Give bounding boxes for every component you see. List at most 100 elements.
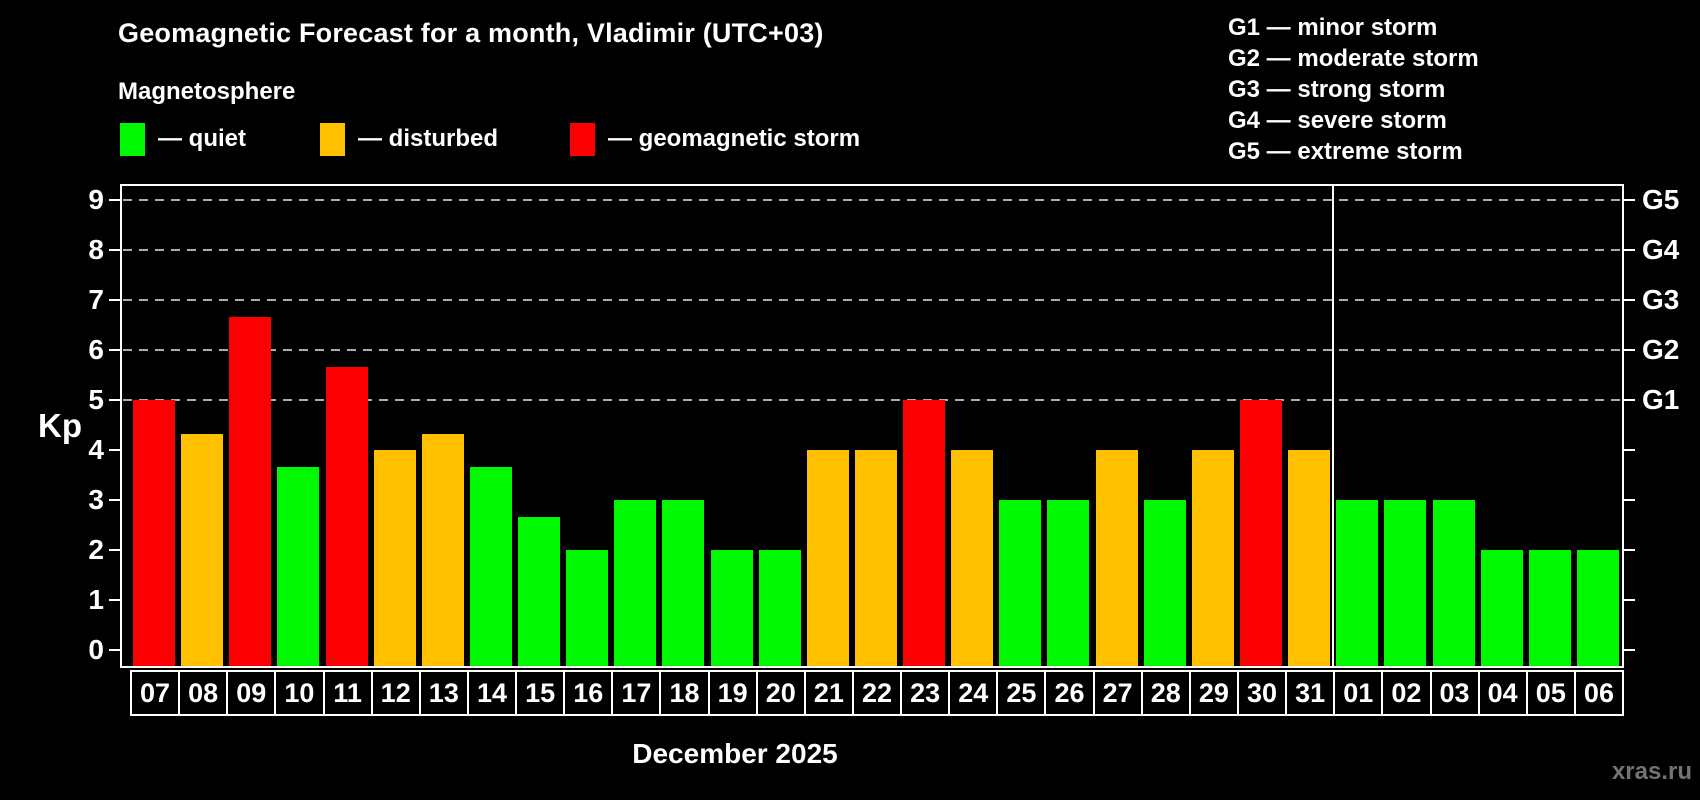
bar-day-11 [325,366,368,666]
legend-label-storm: — geomagnetic storm [608,125,861,152]
x-axis-month-label: December 2025 [632,738,838,769]
bar-day-28 [1143,500,1186,666]
day-cell-23: 23 [900,670,951,716]
gridline-kp-9 [123,199,1621,201]
bar-day-07 [133,400,175,666]
bar-day-05 [1528,550,1571,666]
y-axis-label-3: 3 [88,484,104,515]
bar-day-16 [566,550,609,666]
y-axis-label-2: 2 [88,534,104,565]
day-cell-07: 07 [130,670,181,716]
g2-legend-line: G2 — moderate storm [1228,45,1479,72]
day-cell-04: 04 [1477,670,1528,716]
right-axis-tick-4 [1624,449,1635,451]
gridline-kp-6 [123,349,1621,351]
right-axis-label-g1: G1 [1642,384,1680,415]
day-cell-05: 05 [1525,670,1576,716]
magnetosphere-label: Magnetosphere [118,78,296,105]
day-cell-12: 12 [370,670,421,716]
y-axis-tick-4 [109,449,120,451]
y-axis-tick-8 [109,249,120,251]
storm-swatch-icon [570,122,595,156]
bar-day-17 [614,500,657,666]
g4-legend-line: G4 — severe storm [1228,107,1447,134]
day-cell-03: 03 [1429,670,1480,716]
bar-day-25 [999,500,1042,666]
bar-day-31 [1288,450,1331,666]
bar-day-13 [421,433,464,666]
y-axis-tick-5 [109,399,120,401]
bar-day-30 [1239,400,1282,666]
bar-day-18 [662,500,705,666]
y-axis-label-5: 5 [88,384,104,415]
legend-item-disturbed: — disturbed [320,122,498,156]
y-axis-tick-0 [109,649,120,651]
day-cell-21: 21 [803,670,854,716]
legend-label-quiet: — quiet [158,125,246,152]
day-cell-20: 20 [755,670,806,716]
bar-day-06 [1576,550,1619,666]
day-cell-25: 25 [996,670,1047,716]
right-axis-tick-5 [1624,399,1635,401]
y-axis-label-9: 9 [88,184,104,215]
day-cell-29: 29 [1188,670,1239,716]
day-cell-26: 26 [1044,670,1095,716]
g5-legend-line: G5 — extreme storm [1228,138,1463,165]
page-title: Geomagnetic Forecast for a month, Vladim… [118,18,824,48]
day-cell-19: 19 [707,670,758,716]
right-axis-label-g5: G5 [1642,184,1680,215]
day-cell-01: 01 [1333,670,1384,716]
day-cell-31: 31 [1285,670,1336,716]
gridline-kp-7 [123,299,1621,301]
day-cell-27: 27 [1092,670,1143,716]
bar-day-24 [951,450,994,666]
bar-day-15 [518,516,561,666]
day-cell-08: 08 [178,670,229,716]
y-axis-tick-2 [109,549,120,551]
y-axis-tick-1 [109,599,120,601]
day-cell-06: 06 [1573,670,1625,716]
right-axis-tick-9 [1624,199,1635,201]
bar-day-29 [1191,450,1234,666]
legend-item-storm: — geomagnetic storm [570,122,860,156]
quiet-swatch-icon [120,122,145,156]
bar-day-03 [1432,500,1475,666]
bar-day-08 [181,433,224,666]
right-axis-tick-3 [1624,499,1635,501]
day-cell-10: 10 [274,670,325,716]
bar-day-10 [277,466,320,666]
right-axis-label-g2: G2 [1642,334,1680,365]
bar-day-27 [1095,450,1138,666]
day-cell-24: 24 [948,670,999,716]
bar-day-02 [1384,500,1427,666]
y-axis-label-8: 8 [88,234,104,265]
right-axis-label-g4: G4 [1642,234,1680,265]
y-axis-tick-7 [109,299,120,301]
y-axis-label-6: 6 [88,334,104,365]
g3-legend-line: G3 — strong storm [1228,76,1446,103]
bar-day-12 [373,450,416,666]
day-cell-30: 30 [1236,670,1288,716]
right-axis-tick-7 [1624,299,1635,301]
month-divider-line [1332,184,1335,668]
watermark: xras.ru [1611,758,1692,785]
y-axis-label-7: 7 [88,284,104,315]
right-axis-tick-1 [1624,599,1635,601]
right-axis-tick-8 [1624,249,1635,251]
bar-day-09 [229,316,272,666]
y-axis-label-4: 4 [88,434,104,465]
day-cell-15: 15 [515,670,566,716]
plot-area [120,184,1624,668]
y-axis-tick-6 [109,349,120,351]
right-axis-tick-6 [1624,349,1635,351]
bar-day-20 [758,550,801,666]
day-cell-09: 09 [226,670,277,716]
legend-label-disturbed: — disturbed [358,125,499,152]
legend-item-quiet: — quiet [120,122,246,156]
day-cell-28: 28 [1140,670,1191,716]
disturbed-swatch-icon [320,122,345,156]
day-cell-02: 02 [1381,670,1432,716]
right-axis-label-g3: G3 [1642,284,1680,315]
day-cell-17: 17 [611,670,662,716]
